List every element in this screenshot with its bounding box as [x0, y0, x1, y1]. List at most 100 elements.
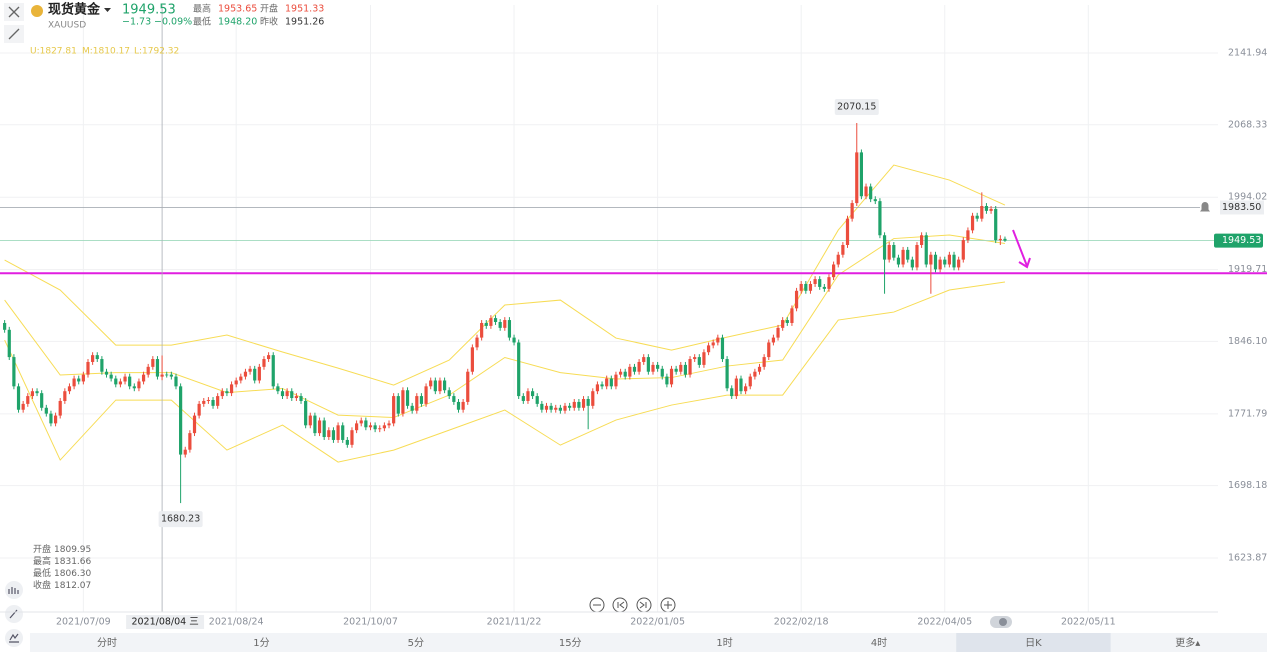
candle-body	[49, 413, 53, 424]
candle-body	[359, 420, 363, 424]
alert-tag-label: 1983.50	[1222, 202, 1261, 213]
y-tick-label: 1994.02	[1228, 192, 1267, 203]
candle-body	[665, 376, 669, 385]
candle-body	[605, 378, 609, 387]
candle-body	[128, 376, 132, 387]
candle-body	[748, 376, 752, 387]
candle-body	[683, 364, 688, 375]
candle-body	[433, 380, 437, 392]
candle-body	[859, 152, 863, 197]
candle-body	[813, 279, 817, 284]
stat-label: 最低	[193, 16, 211, 28]
candle-body	[100, 359, 104, 372]
nav-buttons[interactable]	[589, 597, 676, 613]
candle-body	[211, 399, 215, 406]
candle-body	[114, 378, 118, 385]
candle-body	[651, 364, 655, 372]
candle-body	[581, 399, 586, 408]
toolbar-item[interactable]: 15分	[559, 637, 582, 649]
candle-body	[869, 186, 873, 200]
alert-tag	[1220, 200, 1264, 215]
candle-body	[762, 357, 766, 367]
candle-body	[206, 399, 211, 401]
candle-body	[938, 259, 942, 270]
x-tick-label: 2021/07/09	[56, 617, 111, 628]
candle-body	[424, 386, 428, 404]
candle-body	[373, 425, 377, 430]
candle-body	[915, 244, 919, 268]
candle-body	[304, 400, 308, 426]
toggle-icon[interactable]	[990, 616, 1012, 628]
x-tick-label: 2022/04/05	[917, 617, 972, 628]
extreme-label: 1680.23	[161, 514, 200, 525]
candle-body	[618, 371, 623, 375]
toolbar-item[interactable]: 1时	[716, 637, 732, 649]
candle-body	[104, 371, 109, 375]
candle-body	[989, 208, 993, 211]
candle-body	[975, 215, 979, 219]
toolbar-item[interactable]: 5分	[408, 637, 424, 649]
candle-body	[299, 396, 303, 401]
candle-body	[711, 342, 715, 346]
candle-body	[637, 361, 641, 372]
candle-body	[646, 357, 650, 372]
close-button[interactable]	[4, 3, 24, 21]
candle-body	[980, 206, 984, 219]
candle-body	[892, 244, 896, 258]
toolbar-item[interactable]: 更多▴	[1175, 636, 1200, 649]
candle-body	[169, 374, 173, 377]
candle-body	[285, 391, 289, 397]
drawn-arrow	[1012, 229, 1031, 269]
crosshair-date-box	[126, 615, 205, 629]
candle-body	[183, 449, 187, 455]
candle-body	[952, 254, 956, 268]
candle-body	[466, 371, 470, 402]
candle-body	[702, 352, 706, 365]
toolbar-item[interactable]: 1分	[253, 637, 269, 649]
candle-body	[656, 364, 660, 369]
candle-body	[882, 235, 887, 260]
crosshair-date: 2021/08/04 三	[131, 617, 198, 628]
candle-body	[521, 396, 525, 401]
candle-body	[929, 254, 933, 265]
candle-body	[461, 401, 465, 410]
candle-body	[322, 420, 326, 438]
toolbar-item[interactable]: 日K	[1025, 638, 1042, 649]
candle-body	[984, 206, 989, 211]
candle-body	[271, 355, 275, 387]
candle-body	[517, 342, 521, 397]
candle-body	[623, 371, 627, 377]
candle-body	[947, 254, 951, 265]
candle-body	[364, 420, 368, 428]
candle-body	[961, 240, 965, 260]
candle-body	[387, 423, 391, 426]
candle-body	[901, 249, 905, 265]
candle-body	[401, 390, 405, 414]
candle-body	[535, 396, 539, 404]
band-line	[4, 164, 1006, 386]
candle-body	[873, 199, 877, 202]
x-tick-label: 2021/10/07	[343, 617, 398, 628]
ohlc-readout: 开盘 1809.95	[33, 543, 91, 555]
candle-body	[910, 259, 914, 268]
candle-body	[225, 391, 229, 394]
toolbar-item[interactable]: 分时	[97, 637, 117, 649]
candle-body	[767, 342, 771, 358]
candle-body	[192, 415, 197, 434]
expand-button[interactable]	[4, 25, 24, 43]
stat-label: 昨收	[260, 16, 278, 28]
toolbar-item[interactable]: 4时	[871, 637, 887, 649]
candle-body	[447, 390, 451, 397]
candle-body	[419, 396, 424, 404]
candle-body	[253, 368, 257, 381]
candle-body	[378, 428, 382, 430]
candle-body	[336, 425, 340, 440]
ohlc-readout: 最高 1831.66	[33, 555, 92, 567]
candle-body	[155, 359, 160, 377]
candle-body	[818, 279, 822, 287]
candle-body	[327, 430, 331, 438]
candle-body	[243, 371, 248, 377]
candle-body	[429, 380, 433, 387]
candle-body	[26, 396, 30, 404]
candle-body	[628, 366, 632, 377]
